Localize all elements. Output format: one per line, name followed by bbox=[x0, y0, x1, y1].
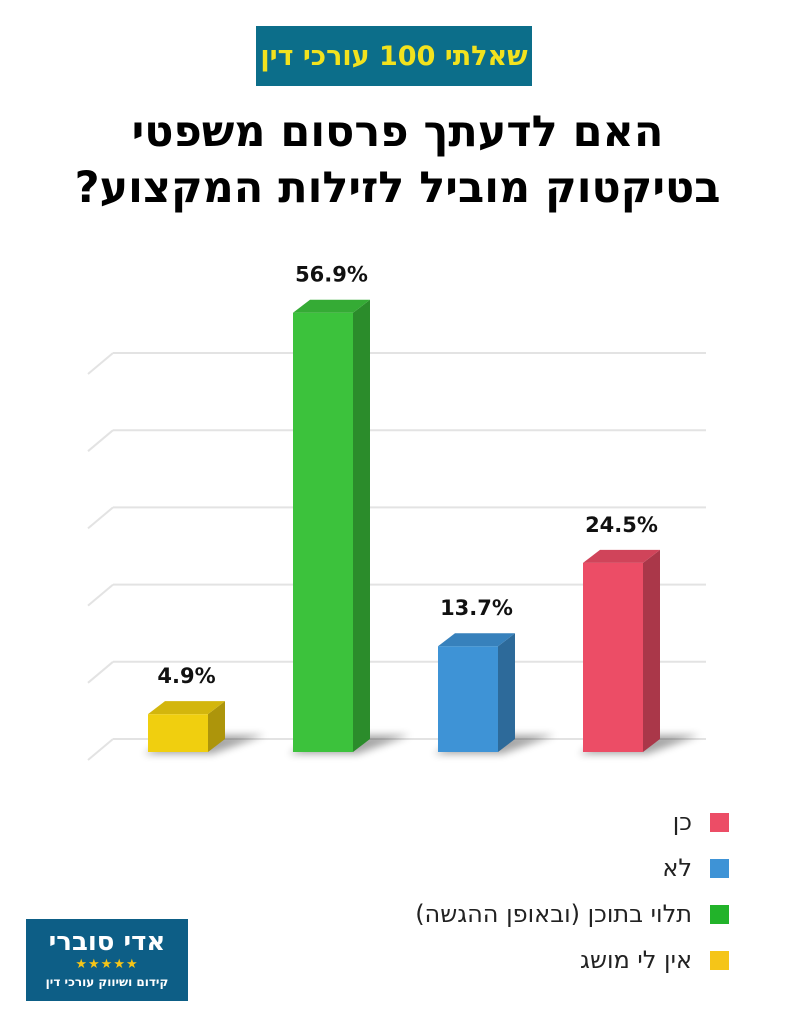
bar-1: 56.9% bbox=[289, 263, 410, 754]
bar-front-face bbox=[438, 646, 498, 752]
survey-badge-text: שאלתי 100 עורכי דין bbox=[260, 40, 528, 72]
bar-top-face bbox=[293, 299, 370, 313]
bar-side-face bbox=[208, 701, 225, 752]
legend-label-no-idea: אין לי מושג bbox=[580, 946, 692, 974]
bar-front-face bbox=[293, 312, 353, 752]
gridline-side bbox=[87, 738, 114, 761]
legend-swatch-no bbox=[710, 858, 729, 878]
gridline-side bbox=[87, 661, 114, 684]
chart-title-line-2: בטיקטוק מוביל לזילות המקצוע? bbox=[74, 163, 721, 213]
bar-top-face bbox=[438, 633, 515, 647]
bar-top-face bbox=[583, 549, 660, 563]
brand-logo-tagline: קידום ושיווק עורכי דין bbox=[45, 975, 169, 989]
bar-top-face bbox=[148, 701, 225, 715]
bar-side-face bbox=[498, 633, 515, 752]
bar-front-face bbox=[583, 562, 643, 752]
chart-bars: 4.9% 56.9% 13.7% 24.5% bbox=[144, 263, 700, 754]
bar-2: 13.7% bbox=[434, 596, 555, 754]
gridline-side bbox=[87, 352, 114, 375]
bar-side-face bbox=[643, 549, 660, 752]
legend-label-yes: כן bbox=[672, 808, 692, 836]
brand-logo-stars: ★★★★★ bbox=[75, 957, 139, 972]
bar-data-label: 56.9% bbox=[295, 263, 368, 287]
bar-front-face bbox=[148, 714, 208, 752]
legend-item-depends: תלוי בתוכן (ובאופן ההגשה) bbox=[309, 892, 729, 936]
bar-chart: 4.9% 56.9% 13.7% 24.5% bbox=[87, 263, 706, 761]
survey-badge: שאלתי 100 עורכי דין bbox=[256, 26, 532, 86]
bar-data-label: 24.5% bbox=[585, 513, 658, 537]
legend-item-yes: כן bbox=[309, 800, 729, 844]
brand-logo: אדי סוברי ★★★★★ קידום ושיווק עורכי דין bbox=[26, 919, 188, 1001]
legend-swatch-yes bbox=[710, 812, 729, 832]
chart-legend: כן לא תלוי בתוכן (ובאופן ההגשה) אין לי מ… bbox=[309, 800, 729, 984]
legend-item-no: לא bbox=[309, 846, 729, 890]
bar-0: 4.9% bbox=[144, 664, 265, 754]
bar-data-label: 4.9% bbox=[157, 664, 215, 688]
legend-label-no: לא bbox=[662, 854, 692, 882]
bar-data-label: 13.7% bbox=[440, 596, 513, 620]
gridline-side bbox=[87, 429, 114, 452]
brand-logo-name: אדי סוברי bbox=[48, 927, 166, 957]
legend-item-no-idea: אין לי מושג bbox=[309, 938, 729, 982]
legend-swatch-no-idea bbox=[710, 950, 729, 970]
gridline-side bbox=[87, 583, 114, 607]
bar-side-face bbox=[353, 299, 370, 752]
chart-title-line-1: האם לדעתך פרסום משפטי bbox=[131, 107, 664, 157]
legend-label-depends: תלוי בתוכן (ובאופן ההגשה) bbox=[415, 900, 692, 928]
gridline-side bbox=[87, 506, 114, 530]
bar-3: 24.5% bbox=[579, 513, 700, 754]
chart-title: האם לדעתך פרסום משפטי בטיקטוק מוביל לזיל… bbox=[20, 104, 775, 216]
legend-swatch-depends bbox=[710, 904, 729, 924]
